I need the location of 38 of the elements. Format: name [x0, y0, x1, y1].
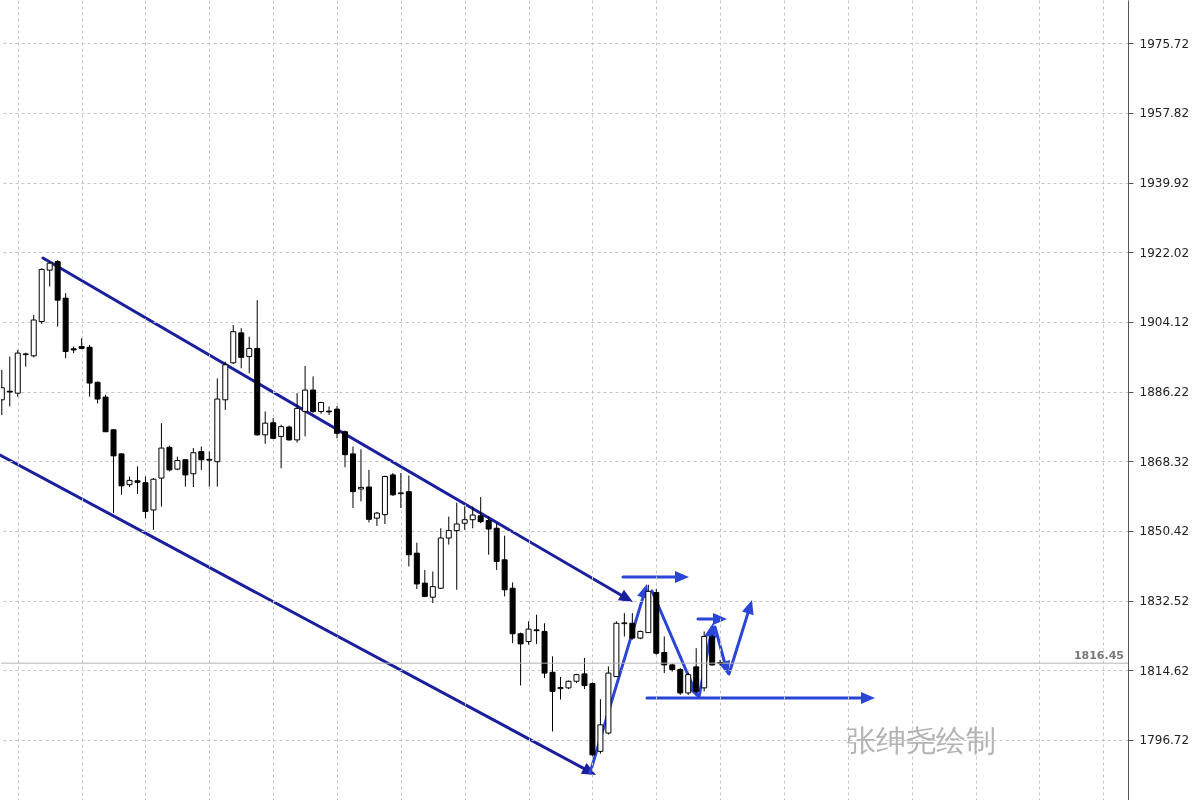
- y-tick-label: 1814.62: [1139, 663, 1190, 678]
- candlestick: [445, 516, 452, 546]
- y-tick-label: 1868.32: [1139, 454, 1190, 469]
- candlestick: [461, 505, 468, 531]
- y-tick-label: 1796.72: [1139, 733, 1190, 748]
- y-tick-label: 1904.12: [1139, 315, 1190, 330]
- candlestick: [685, 672, 692, 696]
- ref-line-label: 1816.45: [1073, 649, 1124, 663]
- y-tick-label: 1939.92: [1139, 176, 1190, 190]
- y-tick-label: 1922.02: [1139, 245, 1190, 260]
- candlestick: [6, 356, 13, 407]
- candlestick: [246, 336, 253, 374]
- candlestick: [453, 502, 460, 591]
- candlestick: [262, 410, 269, 445]
- candlestick: [310, 375, 317, 414]
- candlestick: [302, 365, 309, 437]
- candlestick: [661, 636, 668, 674]
- y-tick-label: 1957.82: [1139, 106, 1190, 121]
- candlestick: [342, 430, 349, 468]
- y-tick-label: 1850.42: [1139, 524, 1190, 539]
- candlestick: [485, 516, 492, 556]
- candlestick: [206, 451, 213, 488]
- candlestick: [326, 405, 333, 416]
- y-tick-label: 1975.72: [1139, 36, 1190, 51]
- candlestick: [46, 261, 53, 288]
- candlestick: [429, 570, 436, 604]
- candlestick: [357, 448, 364, 502]
- candlestick: [278, 424, 285, 469]
- candlestick: [477, 496, 484, 524]
- candlestick: [389, 472, 396, 497]
- candlestick: [421, 569, 428, 598]
- candlestick: [397, 472, 404, 509]
- candlestick: [373, 511, 380, 527]
- candlestick: [677, 667, 684, 696]
- candlestick: [469, 505, 476, 529]
- y-tick-label: 1832.52: [1139, 594, 1190, 609]
- y-tick-label: 1886.22: [1139, 385, 1190, 400]
- annotation: 张绅尧绘制: [845, 723, 996, 759]
